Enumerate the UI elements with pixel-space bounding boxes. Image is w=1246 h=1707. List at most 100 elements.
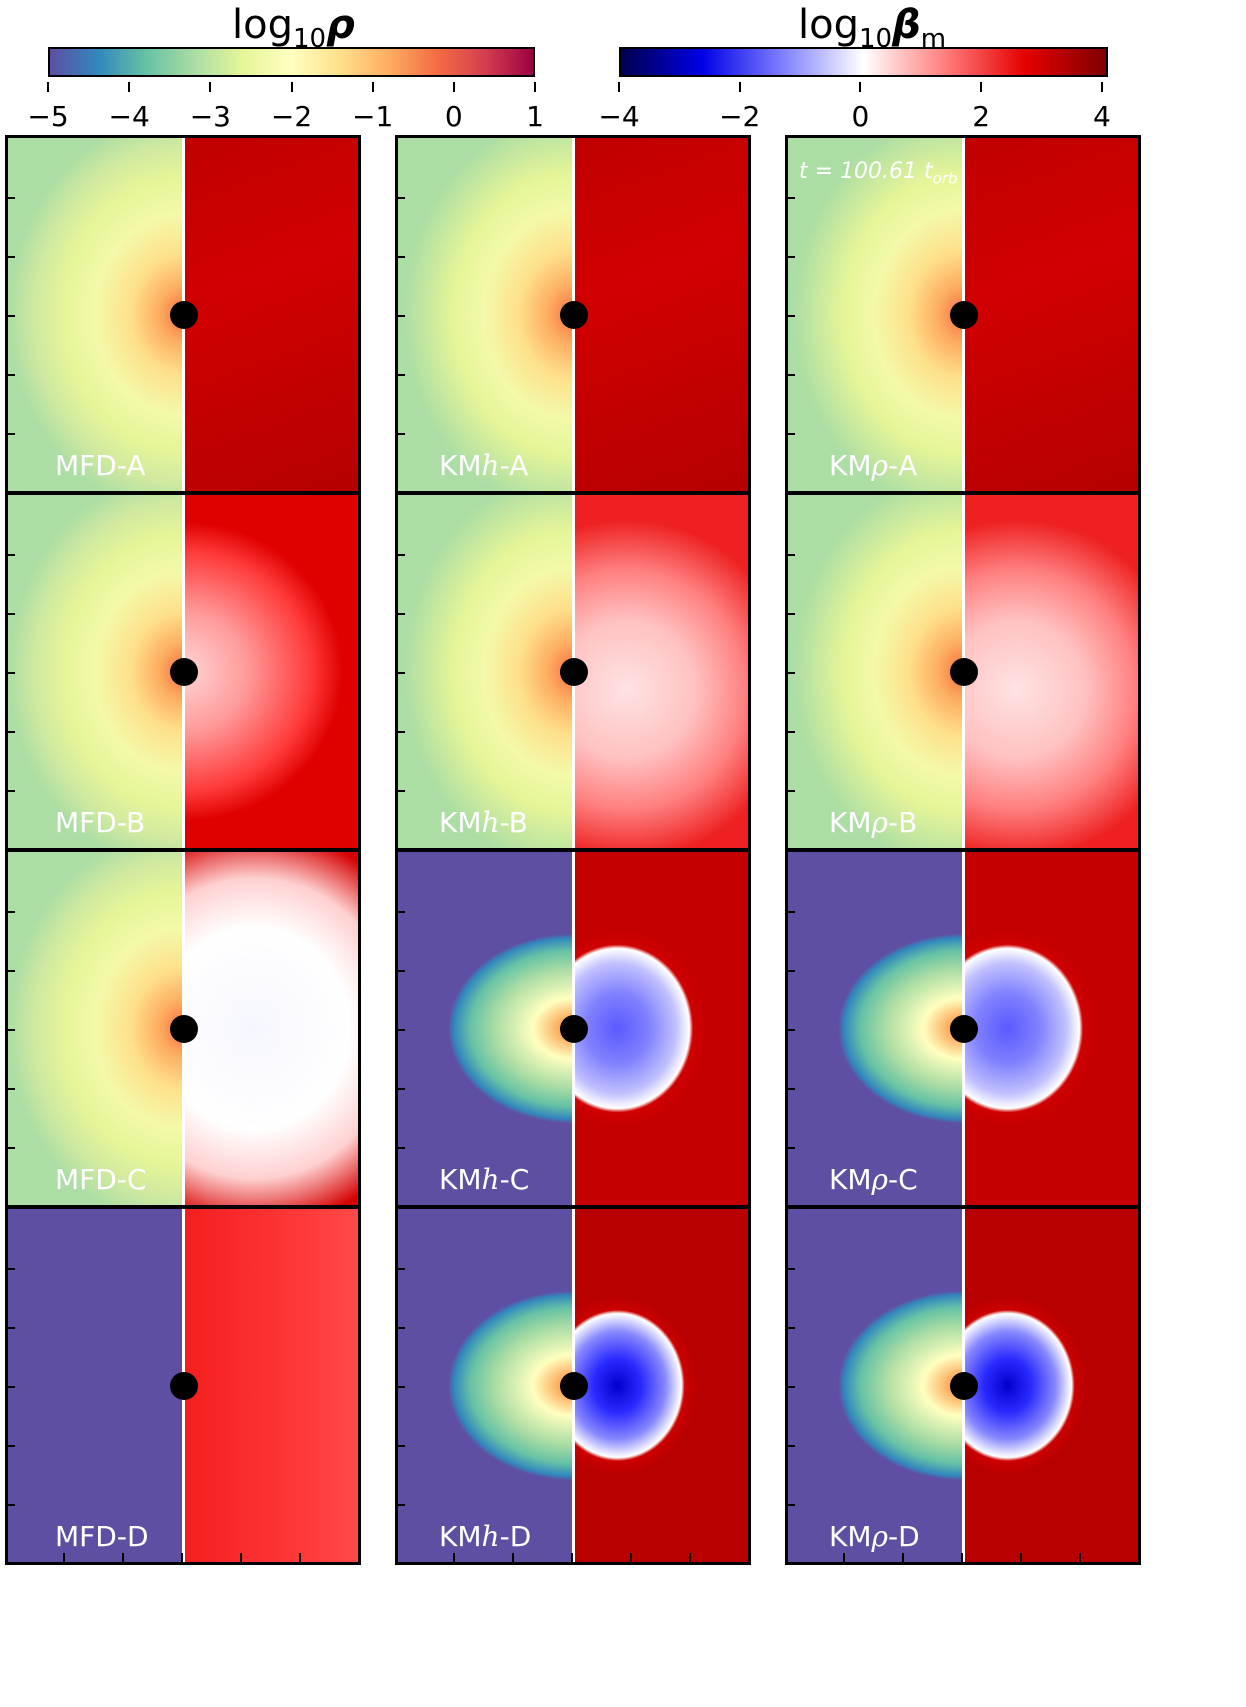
y-axis-tick — [785, 970, 795, 972]
y-axis-tick — [5, 1029, 15, 1031]
black-hole-marker — [950, 657, 978, 686]
density-map — [5, 849, 183, 1208]
y-axis-tick — [785, 1147, 795, 1149]
x-axis-tick — [961, 1553, 963, 1563]
y-axis-tick — [785, 315, 795, 317]
density-map — [785, 1206, 963, 1565]
heatmap-panel: KMh-C — [395, 849, 751, 1208]
beta-colorbar — [619, 47, 1108, 77]
density-map — [785, 492, 963, 851]
colorbar-tick — [452, 82, 455, 92]
colorbar-tick — [980, 82, 983, 92]
x-axis-tick — [240, 1553, 242, 1563]
y-axis-tick — [5, 554, 15, 556]
heatmap-panel: MFD-B — [5, 492, 361, 851]
y-axis-tick — [5, 1445, 15, 1447]
heatmap-panel: KMρ-C — [785, 849, 1141, 1208]
black-hole-marker — [560, 1371, 588, 1400]
y-axis-tick — [395, 554, 405, 556]
y-axis-tick — [785, 1504, 795, 1506]
black-hole-marker — [950, 1371, 978, 1400]
y-axis-tick — [785, 613, 795, 615]
heatmap-panel: KMh-A — [395, 135, 751, 494]
density-map — [5, 492, 183, 851]
y-axis-tick — [785, 554, 795, 556]
y-axis-tick — [395, 1386, 405, 1388]
y-axis-tick — [785, 1088, 795, 1090]
black-hole-marker — [170, 657, 198, 686]
x-axis-tick — [1020, 1553, 1022, 1563]
colorbar-tick-label: 4 — [1093, 100, 1111, 133]
y-axis-tick — [5, 790, 15, 792]
y-axis-tick — [5, 1147, 15, 1149]
time-annotation: t = 100.61 torb — [799, 159, 958, 188]
x-axis-tick — [902, 1553, 904, 1563]
colorbar-tick — [128, 82, 131, 92]
y-axis-tick — [395, 790, 405, 792]
density-map — [395, 135, 573, 494]
beta-map — [183, 492, 361, 851]
y-axis-tick — [395, 256, 405, 258]
black-hole-marker — [170, 300, 198, 329]
y-axis-tick — [395, 672, 405, 674]
colorbar-tick-label: 1 — [526, 100, 544, 133]
colorbar-tick-label: −3 — [189, 100, 231, 133]
y-axis-tick — [785, 1268, 795, 1270]
colorbar-tick-label: −4 — [598, 100, 640, 133]
colorbar-tick — [47, 82, 49, 92]
y-axis-tick — [785, 1386, 795, 1388]
y-axis-tick — [5, 1504, 15, 1506]
colorbar-tick — [618, 82, 620, 92]
density-map — [5, 1206, 183, 1565]
y-axis-tick — [785, 911, 795, 913]
y-axis-tick — [5, 197, 15, 199]
beta-title-symbol: β — [892, 2, 921, 48]
y-axis-tick — [785, 790, 795, 792]
beta-map — [183, 849, 361, 1208]
colorbar-tick — [209, 82, 212, 92]
y-axis-tick — [785, 1445, 795, 1447]
beta-map — [183, 1206, 361, 1565]
black-hole-marker — [170, 1014, 198, 1043]
x-axis-tick — [1079, 1553, 1081, 1563]
beta-map — [963, 135, 1141, 494]
y-axis-tick — [5, 256, 15, 258]
colorbar-tick — [738, 82, 741, 92]
x-axis-tick — [181, 1553, 183, 1563]
heatmap-panel: KMh-D — [395, 1206, 751, 1565]
density-map — [395, 849, 573, 1208]
y-axis-tick — [395, 911, 405, 913]
y-axis-tick — [785, 433, 795, 435]
density-map — [395, 492, 573, 851]
y-axis-tick — [395, 374, 405, 376]
x-axis-tick — [630, 1553, 632, 1563]
heatmap-panel: KMρ-D — [785, 1206, 1141, 1565]
black-hole-marker — [950, 1014, 978, 1043]
heatmap-panel: MFD-C — [5, 849, 361, 1208]
heatmap-panel: KMρ-B — [785, 492, 1141, 851]
panel-label: KMρ-B — [829, 806, 918, 839]
panel-label: KMρ-D — [829, 1520, 920, 1553]
colorbar-tick — [1100, 82, 1103, 92]
density-title-symbol: ρ — [326, 2, 355, 48]
y-axis-tick — [395, 1327, 405, 1329]
y-axis-tick — [395, 1147, 405, 1149]
heatmap-panel: KMh-B — [395, 492, 751, 851]
beta-map — [183, 135, 361, 494]
heatmap-panel: MFD-A — [5, 135, 361, 494]
black-hole-marker — [560, 300, 588, 329]
density-map — [5, 135, 183, 494]
beta-map — [573, 849, 751, 1208]
density-map — [785, 849, 963, 1208]
colorbar-tick — [371, 82, 374, 92]
y-axis-tick — [5, 433, 15, 435]
colorbar-tick-label: −2 — [270, 100, 313, 133]
y-axis-tick — [5, 911, 15, 913]
beta-title-log: log — [798, 2, 859, 48]
density-title-log: log — [232, 2, 293, 48]
colorbar-tick-label: −2 — [719, 100, 761, 133]
colorbar-tick-label: −4 — [108, 100, 150, 133]
x-axis-tick — [122, 1553, 124, 1563]
panel-label: MFD-B — [55, 806, 146, 839]
beta-map — [963, 492, 1141, 851]
